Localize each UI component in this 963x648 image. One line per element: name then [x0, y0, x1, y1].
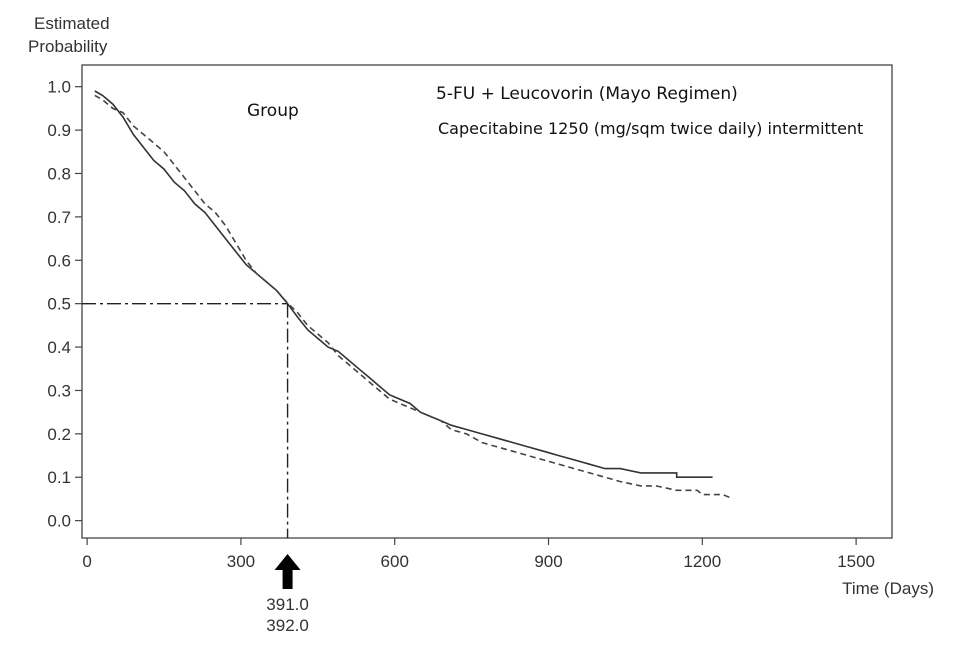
y-tick-label: 0.7	[47, 208, 71, 227]
legend-entry-5fu-leucovorin: 5-FU + Leucovorin (Mayo Regimen)	[436, 84, 738, 104]
series-line-capecitabine	[94, 94, 734, 500]
plot-frame	[81, 64, 893, 539]
y-tick-label: 0.3	[47, 381, 71, 400]
y-tick-label: 0.2	[47, 425, 71, 444]
legend-entry-capecitabine: Capecitabine 1250 (mg/sqm twice daily) i…	[438, 119, 863, 138]
x-tick-label: 0	[82, 552, 91, 571]
series-line-5fu-leucovorin	[94, 90, 713, 478]
legend-title: Group	[247, 101, 299, 121]
x-axis: 0 300 600 900 1200 1500	[82, 538, 875, 571]
median-value-label-2: 392.0	[266, 616, 309, 635]
x-tick-label: 900	[534, 552, 562, 571]
y-tick-label: 0.8	[47, 164, 71, 183]
y-tick-label: 0.9	[47, 121, 71, 140]
median-value-label-1: 391.0	[266, 595, 309, 614]
y-tick-label: 0.5	[47, 295, 71, 314]
y-tick-label: 0.0	[47, 512, 71, 531]
x-tick-label: 300	[227, 552, 255, 571]
x-tick-label: 1500	[837, 552, 875, 571]
x-axis-label: Time (Days)	[842, 579, 934, 598]
x-tick-label: 600	[381, 552, 409, 571]
y-tick-label: 1.0	[47, 78, 71, 97]
median-arrow-icon	[274, 554, 301, 589]
y-axis: 0.0 0.1 0.2 0.3 0.4 0.5 0.6 0.7 0.8 0.9 1.0	[47, 78, 82, 531]
y-tick-label: 0.4	[47, 338, 71, 357]
y-tick-label: 0.1	[47, 468, 71, 487]
y-tick-label: 0.6	[47, 251, 71, 270]
y-axis-label-line1: Estimated	[34, 14, 110, 33]
y-axis-label-line2: Probability	[28, 37, 108, 56]
x-tick-label: 1200	[683, 552, 721, 571]
